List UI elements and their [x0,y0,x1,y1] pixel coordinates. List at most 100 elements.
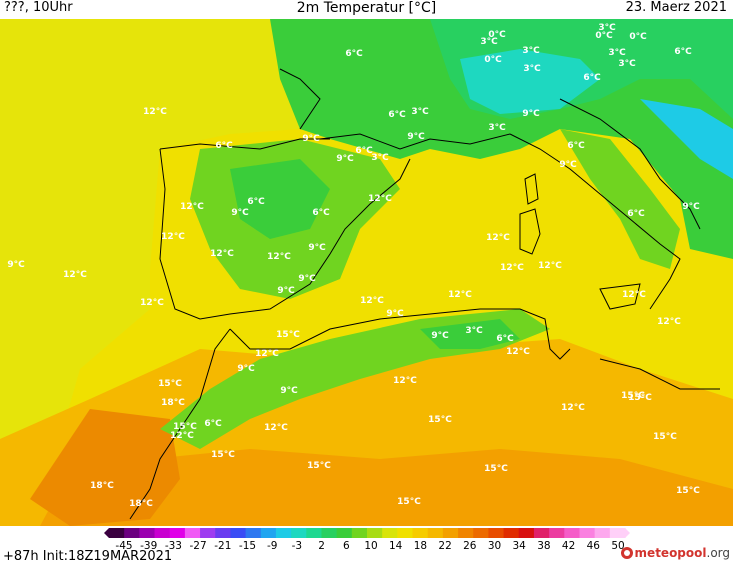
temperature-label: 15°C [676,486,700,496]
coast-iberia [159,138,411,320]
scale-color-band [442,528,459,538]
temperature-label: 6°C [355,146,373,156]
scale-color-band [306,528,323,538]
temperature-label: 12°C [161,232,185,242]
scale-color-band [518,528,535,538]
temperature-label: 15°C [397,497,421,507]
scale-color-band [321,528,338,538]
coast-morocco [129,328,231,520]
temperature-label: 18°C [161,398,185,408]
temperature-label: 6°C [496,334,514,344]
temperature-label: 15°C [621,391,645,401]
scale-tick-label: 26 [463,540,477,552]
brand-name: meteopool [634,546,707,560]
scale-arrow-left [104,528,109,538]
color-scale-ticks: -45 -39 -33 -27 -21 -15 -9 -3 2 6 10 14 18 22 26 30 34 38… [0,540,733,554]
scale-tick-label: -15 [238,540,257,552]
scale-color-band [564,528,581,538]
coast-north-africa [229,308,571,360]
coast-corsica [524,173,539,205]
scale-tick-label: 30 [487,540,502,552]
sahara-hot-field [40,449,733,526]
temperature-label: 12°C [63,270,87,280]
temperature-label: 12°C [143,107,167,117]
meteopool-logo[interactable]: meteopool.org [620,546,731,564]
temperature-label: 15°C [307,461,331,471]
forecast-date: 23. Maerz 2021 [625,0,727,15]
temperature-label: 12°C [170,431,194,441]
model-run-info: +87h Init:18Z19MAR2021 [3,549,173,564]
coast-sicily [599,283,641,310]
location-time-label: ???, 10Uhr [4,0,73,15]
temperature-label: 9°C [7,260,25,270]
brand-suffix: .org [706,546,731,560]
temperature-label: 9°C [302,134,320,144]
scale-color-band [412,528,429,538]
temperature-label: 12°C [622,290,646,300]
scale-tick-label: 2 [318,540,325,552]
temperature-label: 9°C [231,208,249,218]
scale-tick-label: 22 [438,540,452,552]
scale-tick-label: 46 [586,540,600,552]
temperature-label: 0°C [629,32,647,42]
scale-color-band [579,528,596,538]
temperature-label: 3°C [608,48,626,58]
map-title: 2m Temperatur [°C] [296,0,437,16]
temperature-label: 6°C [567,141,585,151]
scale-color-band [260,528,277,538]
temperature-label: 18°C [129,499,153,509]
scale-tick-label: 6 [342,540,350,552]
scale-tick-label: 14 [389,540,403,552]
scale-tick-label: -3 [291,540,303,552]
scale-color-band [609,528,626,538]
temperature-label: 9°C [277,286,295,296]
scale-tick-label: 18 [413,540,428,552]
temperature-label: 3°C [371,153,389,163]
scale-color-band [382,528,398,538]
temperature-label: 15°C [276,330,300,340]
scale-tick-label: -39 [140,540,158,552]
temperature-label: 12°C [561,403,585,413]
temperature-label: 6°C [247,197,265,207]
temperature-label: 6°C [583,73,601,83]
temperature-label: 6°C [204,419,222,429]
scale-color-band [351,528,368,538]
coast-italy [509,98,701,310]
scale-color-band [549,528,565,538]
scale-color-band [336,528,353,538]
temperature-label: 15°C [628,393,652,403]
italy-green-field [560,129,680,269]
balkans-cold-field [640,99,733,179]
temperature-label: 12°C [500,263,524,273]
temperature-label: 18°C [90,481,114,491]
temperature-label: 9°C [336,154,354,164]
temperature-label: 12°C [267,252,291,262]
temperature-label: 12°C [180,202,204,212]
scale-tick-label: 10 [364,540,378,552]
scale-color-band [139,528,156,538]
temperature-label: 3°C [480,37,498,47]
temperature-label: 12°C [255,349,279,359]
temperature-label: 15°C [653,432,677,442]
temperature-label: 12°C [140,298,164,308]
scale-color-band [533,528,550,538]
scale-color-band [427,528,444,538]
scale-color-band [169,528,186,538]
temperature-label: 0°C [488,30,506,40]
atlantic-field [0,19,300,459]
coast-france [279,68,511,150]
scale-color-band [124,528,140,538]
iberia-cool-field [230,159,330,239]
scale-color-band [367,528,383,538]
scale-tick-label: -33 [164,540,182,552]
scale-color-band [594,528,611,538]
scale-color-band [503,528,520,538]
atlas-cool-field [420,319,520,349]
temperature-label: 9°C [682,202,700,212]
scale-color-band [275,528,292,538]
temperature-label: 3°C [411,107,429,117]
scale-color-band [473,528,490,538]
temperature-label: 9°C [386,309,404,319]
alps-cold-field [460,49,600,114]
color-scale-bar [104,528,630,538]
